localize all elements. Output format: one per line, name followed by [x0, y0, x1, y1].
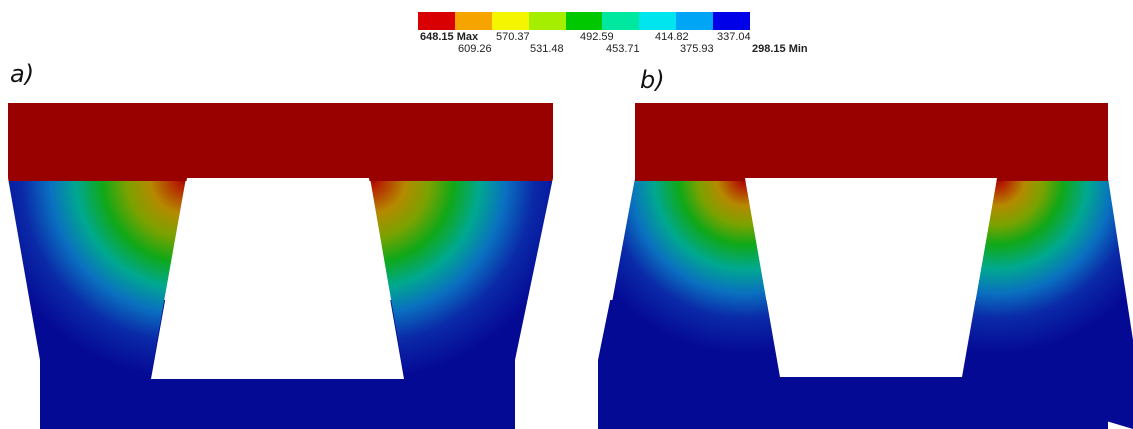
- panel-a-contour: [0, 103, 560, 429]
- legend-value: 492.59: [580, 31, 614, 43]
- panel-b-edge-left: [560, 178, 635, 429]
- legend-swatch: [528, 12, 566, 30]
- legend-swatch: [454, 12, 492, 30]
- legend-swatch: [639, 12, 677, 30]
- legend-swatch: [602, 12, 640, 30]
- panel-b-cavity: [745, 178, 997, 377]
- panel-b-label: b): [640, 66, 665, 94]
- panel-a-label: a): [10, 60, 35, 88]
- panel-a-edge-right: [515, 178, 560, 429]
- legend-swatch: [418, 12, 455, 30]
- legend-value: 414.82: [655, 31, 689, 43]
- legend-value: 453.71: [606, 43, 640, 55]
- legend-swatch: [565, 12, 603, 30]
- panel-a-edge-left: [0, 178, 40, 429]
- panel-a-right-wing: [370, 178, 553, 429]
- legend-min-label: 298.15 Min: [752, 43, 808, 55]
- legend-max-label: 648.15 Max: [420, 31, 479, 43]
- legend-value: 531.48: [530, 43, 564, 55]
- panel-a-left-wing: [8, 178, 186, 429]
- panel-b-left-wing: [598, 178, 780, 378]
- legend-swatch: [713, 12, 751, 30]
- legend-value: 609.26: [458, 43, 492, 55]
- panel-b-hot-zone: [635, 103, 1108, 181]
- legend-value: 337.04: [717, 31, 751, 43]
- panel-a-cavity: [151, 178, 404, 379]
- panel-a-hot-zone: [8, 103, 553, 181]
- legend-value: 570.37: [496, 31, 530, 43]
- legend-swatch: [491, 12, 529, 30]
- panel-b-right-wing: [962, 178, 1133, 429]
- legend-value: 375.93: [680, 43, 714, 55]
- legend-swatch: [676, 12, 714, 30]
- panel-b-contour: [560, 103, 1133, 429]
- color-scale-bar: [418, 12, 751, 30]
